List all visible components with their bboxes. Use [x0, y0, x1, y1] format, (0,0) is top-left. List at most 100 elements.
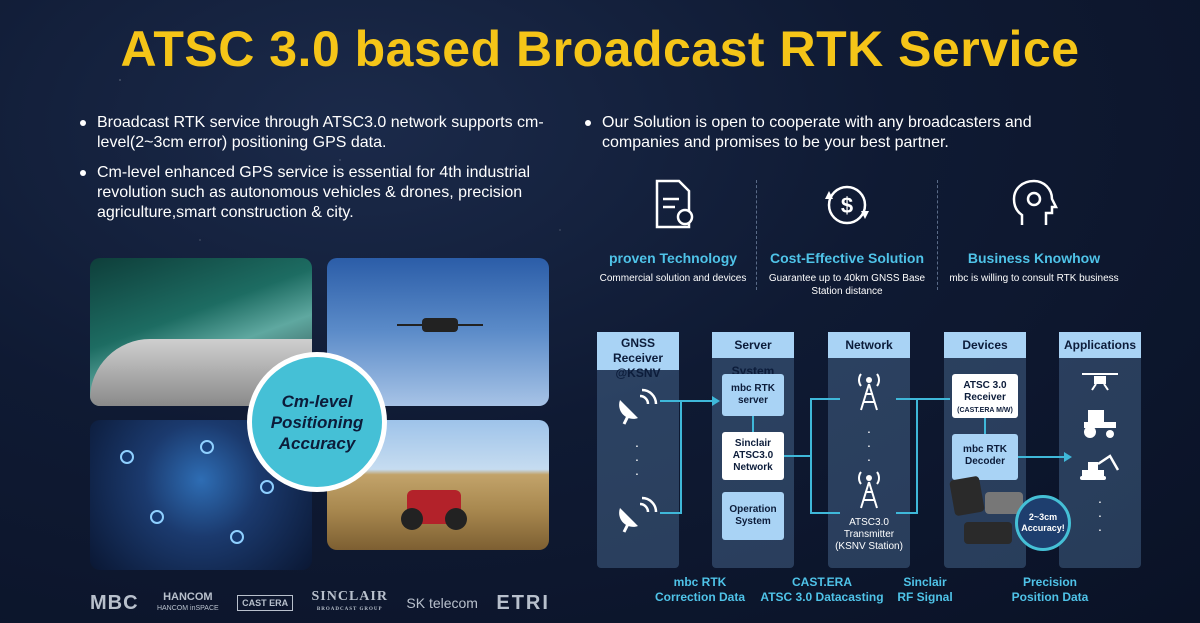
sinclair-logo: SINCLAIR BROADCAST GROUP	[312, 590, 388, 616]
broadcast-tower-icon	[858, 373, 880, 411]
bullet-item: Broadcast RTK service through ATSC3.0 ne…	[80, 113, 550, 153]
mbc-logo: MBC	[90, 591, 139, 614]
drone-icon	[1082, 373, 1118, 391]
arrow-head-icon	[712, 396, 720, 406]
right-bullet-list: Our Solution is open to cooperate with a…	[585, 113, 1045, 163]
badge-line: Accuracy!	[1021, 523, 1065, 533]
box-line: Network	[733, 462, 773, 473]
connector-line	[1018, 456, 1066, 458]
column-header: Network	[828, 332, 910, 358]
connector-line	[680, 400, 682, 514]
network-node-icon	[150, 510, 164, 524]
connector-line	[984, 418, 986, 434]
page-title: ATSC 3.0 based Broadcast RTK Service	[120, 21, 1080, 77]
feature-divider	[756, 180, 757, 290]
label-line: CAST.ERA	[791, 575, 852, 589]
document-gear-icon	[655, 179, 694, 229]
transmitter-label: ATSC3.0 Transmitter (KSNV Station)	[828, 517, 910, 553]
feature-title: Business Knowhow	[967, 250, 1101, 266]
satellite-dish-icon	[619, 388, 658, 425]
atsc-receiver-box: ATSC 3.0 Receiver (CAST.ERA M/W)	[952, 374, 1018, 418]
accuracy-small-badge: 2~3cm Accuracy!	[1015, 495, 1071, 551]
broadcast-tower-icon	[858, 471, 880, 509]
column-header-line: GNSS Receiver	[612, 336, 664, 365]
excavator-icon	[1080, 454, 1120, 480]
etri-logo: ETRI	[496, 591, 550, 614]
left-bullet-list: Broadcast RTK service through ATSC3.0 ne…	[80, 113, 550, 233]
box-line: Sinclair	[734, 438, 772, 449]
box-line: System	[735, 516, 771, 527]
connector-line	[810, 398, 840, 400]
satellite-dish-icon	[619, 496, 658, 533]
drone-body-shape	[422, 318, 458, 332]
label-line: Position Data	[1011, 590, 1089, 604]
box-line: Operation	[729, 504, 777, 515]
column-network: Network	[828, 332, 910, 568]
feature-business-knowhow: Business Knowhow mbc is willing to consu…	[944, 175, 1124, 285]
tractor-wheel-shape	[401, 508, 423, 530]
feature-title: proven Technology	[608, 250, 738, 266]
badge-line: Cm-level	[281, 391, 353, 411]
connector-line	[916, 398, 950, 400]
head-gear-icon	[1012, 179, 1059, 225]
ellipsis-dots: · · ·	[1097, 493, 1103, 537]
connector-line	[660, 512, 680, 514]
label-line: Correction Data	[654, 590, 746, 604]
network-node-icon	[200, 440, 214, 454]
svg-text:$: $	[841, 193, 853, 218]
receiver-device-image	[964, 522, 1012, 544]
label-line: (KSNV Station)	[835, 541, 903, 552]
box-line: Decoder	[964, 456, 1005, 467]
network-node-icon	[120, 450, 134, 464]
label-line: Sinclair	[903, 575, 947, 589]
sinclair-logo-text: SINCLAIR	[311, 589, 388, 604]
box-line: Receiver	[964, 392, 1006, 403]
connector-line	[680, 400, 712, 402]
box-line: ATSC3.0	[732, 450, 774, 461]
feature-description: Guarantee up to 40km GNSS Base Station d…	[768, 273, 926, 297]
connector-line	[810, 398, 812, 514]
badge-line: Positioning	[270, 412, 364, 432]
box-line: mbc RTK	[963, 444, 1007, 455]
label-line: Precision	[1022, 575, 1078, 589]
bullet-item: Our Solution is open to cooperate with a…	[585, 113, 1045, 153]
feature-divider	[937, 180, 938, 290]
network-node-icon	[260, 480, 274, 494]
label-line: ATSC 3.0 Datacasting	[760, 590, 884, 604]
connector-line	[752, 416, 754, 432]
mbc-rtk-decoder-box: mbc RTK Decoder	[952, 434, 1018, 480]
cast-era-logo: CAST ERA	[237, 595, 294, 611]
hancom-logo-text: HANCOM	[163, 591, 213, 603]
connector-line	[896, 512, 916, 514]
hancom-logo: HANCOM HANCOM inSPACE	[157, 592, 219, 614]
connector-line	[660, 400, 680, 402]
sinclair-logo-subtext: BROADCAST GROUP	[316, 607, 383, 612]
badge-line: 2~3cm	[1028, 512, 1058, 522]
sk-telecom-logo: SK telecom	[406, 595, 478, 611]
bottom-label-correction-data: mbc RTK Correction Data	[640, 575, 760, 605]
column-header: Devices	[944, 332, 1026, 358]
column-header-line: @KSNV	[615, 366, 661, 380]
ellipsis-dots: · · ·	[866, 423, 872, 467]
feature-cost-effective: $ Cost-Effective Solution Guarantee up t…	[757, 175, 937, 298]
hancom-logo-subtext: HANCOM inSPACE	[156, 605, 219, 612]
partner-logos: MBC HANCOM HANCOM inSPACE CAST ERA SINCL…	[90, 588, 550, 618]
operation-system-box: Operation System	[722, 492, 784, 540]
column-header: Applications	[1059, 332, 1141, 358]
receiver-device-image	[949, 475, 985, 517]
feature-description: mbc is willing to consult RTK business	[949, 273, 1119, 284]
box-line: (CAST.ERA M/W)	[957, 407, 1013, 414]
bottom-label-position-data: Precision Position Data	[1000, 575, 1100, 605]
connector-line	[784, 455, 810, 457]
connector-line	[810, 512, 840, 514]
connector-line	[916, 398, 918, 514]
receiver-device-image	[985, 492, 1023, 514]
arrow-head-icon	[1064, 452, 1072, 462]
mbc-rtk-server-box: mbc RTK server	[722, 374, 784, 416]
feature-proven-technology: proven Technology Commercial solution an…	[583, 175, 763, 285]
box-line: server	[737, 395, 769, 406]
bottom-label-datacasting: CAST.ERA ATSC 3.0 Datacasting	[752, 575, 892, 605]
column-applications: Applications	[1059, 332, 1141, 568]
feature-description: Commercial solution and devices	[599, 273, 747, 284]
bottom-label-rf-signal: Sinclair RF Signal	[885, 575, 965, 605]
